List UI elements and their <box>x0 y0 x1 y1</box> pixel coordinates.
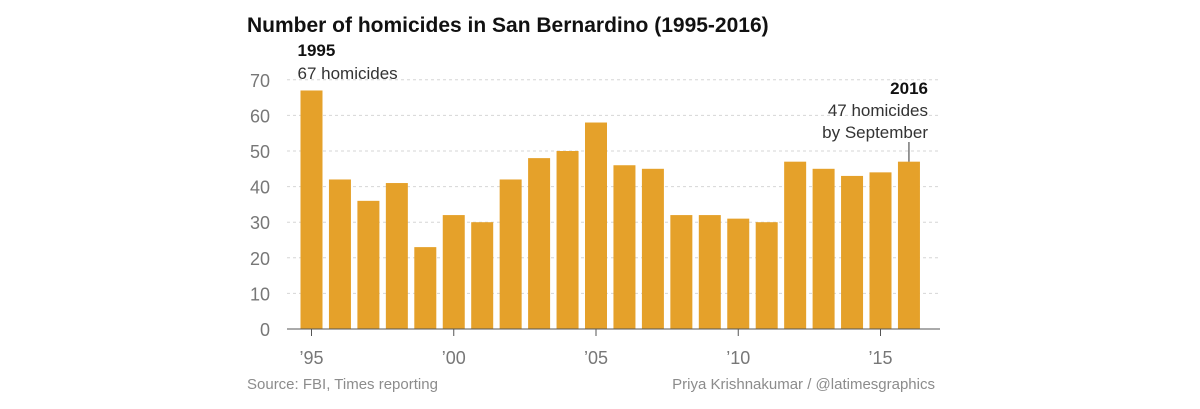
bar-2006 <box>613 165 636 329</box>
credit-note: Priya Krishnakumar / @latimesgraphics <box>672 376 935 393</box>
bar-2010 <box>727 218 750 329</box>
bar-2000 <box>442 215 465 329</box>
bars <box>300 90 920 330</box>
y-tick-label: 20 <box>250 249 270 269</box>
annotation-text: 47 homicides <box>828 101 928 120</box>
y-tick-label: 60 <box>250 106 270 126</box>
x-tick-label: ’05 <box>584 348 608 368</box>
bar-2003 <box>528 158 551 329</box>
annotation-2016: 2016 47 homicides by September <box>822 79 928 162</box>
bar-1996 <box>328 179 351 329</box>
annotation-year: 2016 <box>890 79 928 98</box>
bar-2011 <box>755 222 778 329</box>
y-tick-label: 0 <box>260 320 270 340</box>
x-tick-label: ’15 <box>868 348 892 368</box>
chart-title: Number of homicides in San Bernardino (1… <box>247 14 769 37</box>
annotation-text: by September <box>822 123 928 142</box>
y-tick-label: 10 <box>250 284 270 304</box>
bar-2013 <box>812 168 835 329</box>
bar-2014 <box>841 175 864 329</box>
bar-2007 <box>641 168 664 329</box>
bar-2015 <box>869 172 892 329</box>
y-tick-label: 50 <box>250 142 270 162</box>
annotation-text: 67 homicides <box>298 64 398 83</box>
bar-1999 <box>414 247 437 329</box>
x-axis-ticks: ’95 ’00 ’05 ’10 ’15 <box>299 329 893 368</box>
bar-2008 <box>670 215 693 329</box>
annotation-1995: 1995 67 homicides <box>298 41 398 83</box>
source-note: Source: FBI, Times reporting <box>247 376 438 393</box>
bar-1998 <box>385 183 408 329</box>
x-tick-label: ’95 <box>299 348 323 368</box>
annotation-year: 1995 <box>298 41 336 60</box>
bar-2005 <box>585 122 607 330</box>
y-tick-label: 70 <box>250 71 270 91</box>
x-tick-label: ’10 <box>726 348 750 368</box>
bar-2016 <box>897 161 920 329</box>
bar-2009 <box>698 215 721 329</box>
bar-2002 <box>499 179 522 329</box>
bar-2001 <box>471 222 494 329</box>
annotations: 1995 67 homicides 2016 47 homicides by Septe… <box>298 41 928 162</box>
bar-2004 <box>556 151 579 329</box>
y-axis-ticks: 0 10 20 30 40 50 60 70 <box>250 71 270 340</box>
y-tick-label: 40 <box>250 178 270 198</box>
x-tick-label: ’00 <box>442 348 466 368</box>
bar-1997 <box>357 200 380 329</box>
bar-1995 <box>300 90 323 329</box>
bar-2012 <box>784 161 807 329</box>
y-tick-label: 30 <box>250 213 270 233</box>
